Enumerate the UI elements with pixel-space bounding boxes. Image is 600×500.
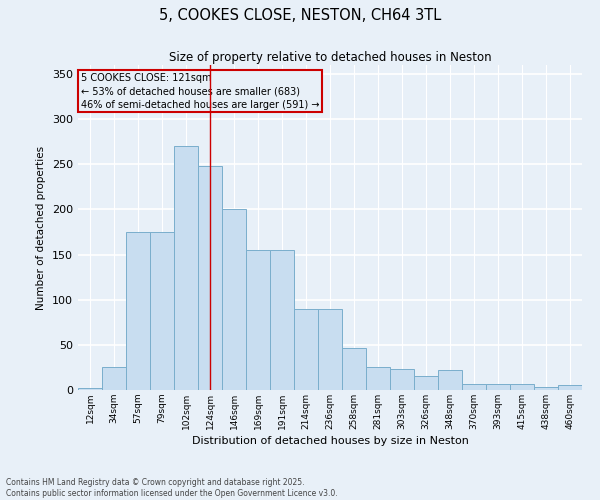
Bar: [102, 368, 126, 390]
Bar: [510, 384, 534, 390]
Bar: [414, 376, 438, 390]
Bar: [222, 210, 246, 390]
Bar: [486, 384, 510, 390]
Bar: [366, 368, 390, 390]
Bar: [126, 232, 150, 390]
Bar: [174, 146, 198, 390]
Bar: [462, 384, 486, 390]
Bar: [246, 250, 270, 390]
Bar: [342, 348, 366, 390]
Bar: [294, 308, 318, 390]
Bar: [150, 232, 174, 390]
Y-axis label: Number of detached properties: Number of detached properties: [37, 146, 46, 310]
Text: 5 COOKES CLOSE: 121sqm
← 53% of detached houses are smaller (683)
46% of semi-de: 5 COOKES CLOSE: 121sqm ← 53% of detached…: [80, 73, 319, 110]
Bar: [390, 369, 414, 390]
Bar: [270, 250, 294, 390]
Bar: [318, 308, 342, 390]
Text: Contains HM Land Registry data © Crown copyright and database right 2025.
Contai: Contains HM Land Registry data © Crown c…: [6, 478, 338, 498]
Title: Size of property relative to detached houses in Neston: Size of property relative to detached ho…: [169, 51, 491, 64]
Bar: [198, 166, 222, 390]
Bar: [78, 388, 102, 390]
Bar: [438, 370, 462, 390]
X-axis label: Distribution of detached houses by size in Neston: Distribution of detached houses by size …: [191, 436, 469, 446]
Bar: [534, 388, 558, 390]
Text: 5, COOKES CLOSE, NESTON, CH64 3TL: 5, COOKES CLOSE, NESTON, CH64 3TL: [159, 8, 441, 22]
Bar: [558, 386, 582, 390]
